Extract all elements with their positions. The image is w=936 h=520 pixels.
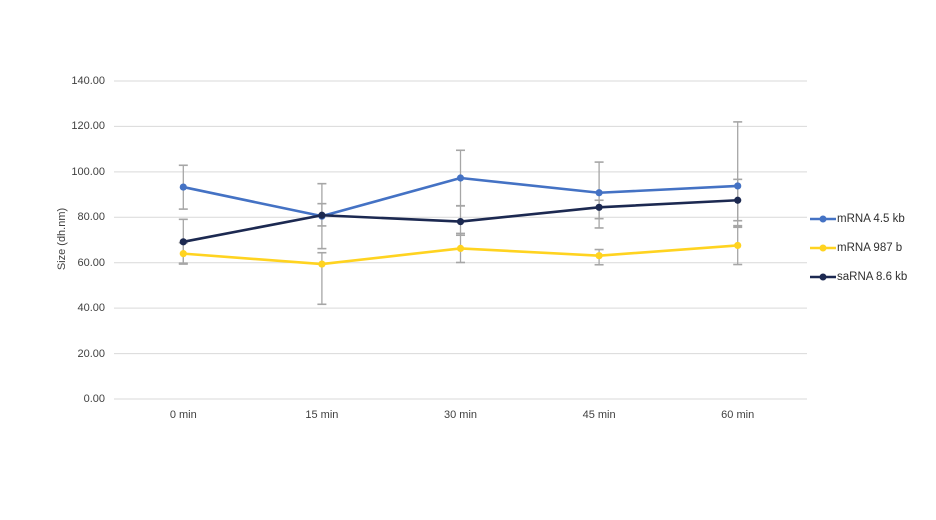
legend-item: mRNA 987 b — [810, 240, 902, 256]
data-point-marker — [179, 250, 187, 258]
data-point-marker — [595, 203, 603, 211]
data-point-marker — [456, 244, 465, 253]
data-point-marker — [734, 196, 742, 204]
x-tick-label: 30 min — [443, 409, 478, 421]
y-tick-label: 120.00 — [71, 120, 105, 133]
legend-item: saRNA 8.6 kb — [810, 269, 907, 285]
data-point-marker — [456, 218, 465, 226]
legend-label: saRNA 8.6 kb — [837, 271, 908, 283]
y-tick-label: 20.00 — [77, 347, 105, 360]
x-tick-label: 0 min — [169, 409, 197, 421]
legend-marker-icon — [810, 244, 836, 252]
data-point-marker — [318, 260, 326, 268]
y-tick-label: 100.00 — [71, 165, 105, 178]
y-tick-label: 80.00 — [77, 211, 105, 224]
y-tick-label: 60.00 — [77, 256, 105, 269]
data-point-marker — [318, 211, 326, 219]
data-point-marker — [595, 189, 603, 197]
data-point-marker — [179, 238, 187, 246]
data-point-marker — [179, 183, 187, 191]
y-tick-label: 140.00 — [71, 75, 105, 87]
legend-marker-icon — [810, 215, 836, 223]
legend-label: mRNA 987 b — [837, 242, 903, 254]
data-point-marker — [734, 241, 742, 250]
y-tick-label: 0.00 — [83, 393, 105, 405]
data-point-marker — [595, 252, 603, 260]
data-point-marker — [734, 182, 742, 190]
x-tick-label: 15 min — [305, 409, 339, 421]
data-point-marker — [456, 174, 465, 182]
x-tick-label: 60 min — [721, 409, 755, 421]
legend-label: mRNA 4.5 kb — [837, 213, 905, 225]
y-tick-label: 40.00 — [77, 302, 105, 315]
x-tick-label: 45 min — [582, 409, 616, 421]
legend-marker-icon — [810, 273, 836, 281]
legend-item: mRNA 4.5 kb — [810, 211, 905, 227]
